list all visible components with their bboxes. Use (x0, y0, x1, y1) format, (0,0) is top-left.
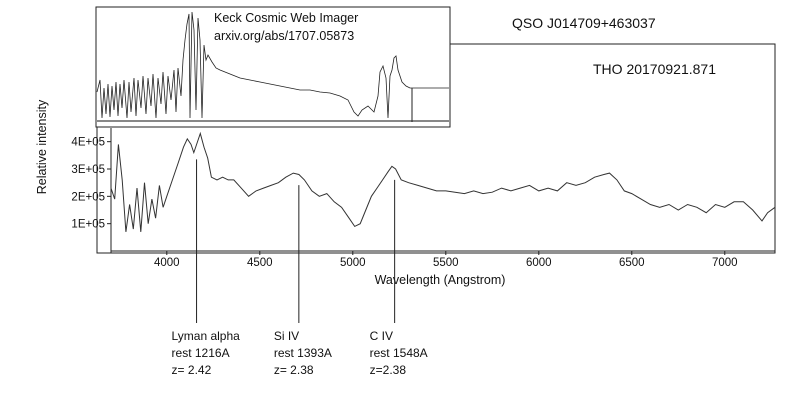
x-tick-label: 6000 (526, 257, 552, 269)
annotation-rest-wavelength: rest 1216A (172, 346, 230, 360)
annotation-redshift: z= 2.42 (172, 363, 212, 377)
x-tick-label: 5500 (433, 257, 459, 269)
annotation-group: Lyman alpha rest 1216A z= 2.42 Si IV rest 13… (172, 159, 428, 377)
x-tick-label: 7000 (712, 257, 738, 269)
x-tick-label: 6500 (619, 257, 645, 269)
x-tick-label: 5000 (340, 257, 366, 269)
y-tick-label: 3E+05 (71, 164, 105, 176)
x-tick-label: 4500 (247, 257, 273, 269)
inset-panel: Keck Cosmic Web Imager arxiv.org/abs/170… (95, 6, 451, 128)
inset-reference: arxiv.org/abs/1707.05873 (214, 29, 354, 43)
y-tick-group: 1E+05 2E+05 3E+05 4E+05 (71, 137, 111, 231)
y-tick-label: 4E+05 (71, 137, 105, 149)
y-tick-label: 2E+05 (71, 191, 105, 203)
x-tick-label: 4000 (154, 257, 180, 269)
observation-label: THO 20170921.871 (593, 61, 716, 77)
annotation-line-name: Si IV (274, 329, 299, 343)
y-axis-label: Relative intensity (35, 99, 49, 194)
annotation-rest-wavelength: rest 1393A (274, 346, 332, 360)
inset-title: Keck Cosmic Web Imager (214, 11, 358, 25)
y-tick-label: 1E+05 (71, 219, 105, 231)
annotation-redshift: z=2.38 (370, 363, 407, 377)
annotation-rest-wavelength: rest 1548A (370, 346, 428, 360)
x-tick-group: 4000 4500 5000 5500 6000 6500 7000 (154, 251, 738, 269)
x-axis-label: Wavelength (Angstrom) (375, 273, 506, 287)
annotation-redshift: z= 2.38 (274, 363, 314, 377)
inset-spectrum-trace (96, 11, 449, 119)
annotation-line-name: C IV (370, 329, 393, 343)
annotation-line-name: Lyman alpha (172, 329, 241, 343)
inset-frame (95, 6, 451, 128)
spectrum-series-line (110, 131, 776, 232)
object-label: QSO J014709+463037 (512, 15, 656, 31)
